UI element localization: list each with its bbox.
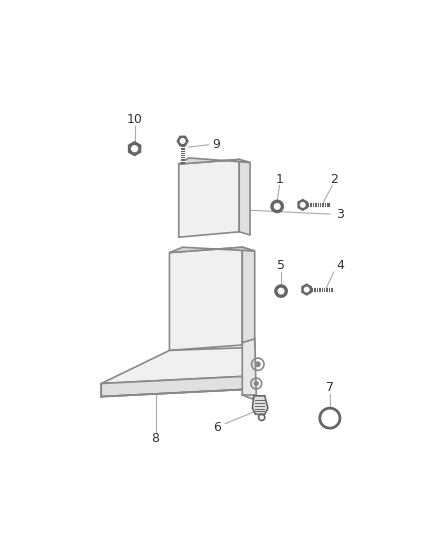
- Text: 3: 3: [336, 208, 344, 221]
- Text: 7: 7: [326, 381, 334, 394]
- Polygon shape: [179, 159, 239, 237]
- Text: 6: 6: [214, 421, 222, 434]
- Circle shape: [275, 285, 287, 297]
- Circle shape: [274, 204, 280, 209]
- Circle shape: [300, 203, 305, 207]
- Polygon shape: [170, 247, 242, 350]
- Polygon shape: [128, 142, 141, 156]
- Text: 8: 8: [152, 432, 159, 446]
- Text: 10: 10: [127, 113, 142, 126]
- Circle shape: [278, 288, 284, 294]
- Text: 2: 2: [330, 173, 338, 186]
- Circle shape: [254, 382, 258, 385]
- Polygon shape: [177, 136, 188, 146]
- Text: 9: 9: [212, 138, 220, 151]
- Polygon shape: [252, 396, 268, 414]
- Circle shape: [304, 287, 309, 292]
- Polygon shape: [101, 376, 255, 397]
- Circle shape: [255, 362, 260, 367]
- Polygon shape: [170, 247, 255, 253]
- Text: 4: 4: [336, 259, 344, 272]
- Polygon shape: [239, 159, 250, 235]
- Text: 1: 1: [276, 173, 283, 186]
- Circle shape: [271, 200, 283, 213]
- Text: 5: 5: [277, 259, 285, 272]
- Polygon shape: [298, 199, 307, 210]
- Polygon shape: [302, 284, 311, 295]
- Polygon shape: [242, 247, 255, 348]
- Polygon shape: [101, 348, 255, 384]
- Polygon shape: [242, 339, 256, 399]
- Circle shape: [180, 139, 185, 143]
- Polygon shape: [179, 158, 250, 164]
- Circle shape: [132, 146, 138, 151]
